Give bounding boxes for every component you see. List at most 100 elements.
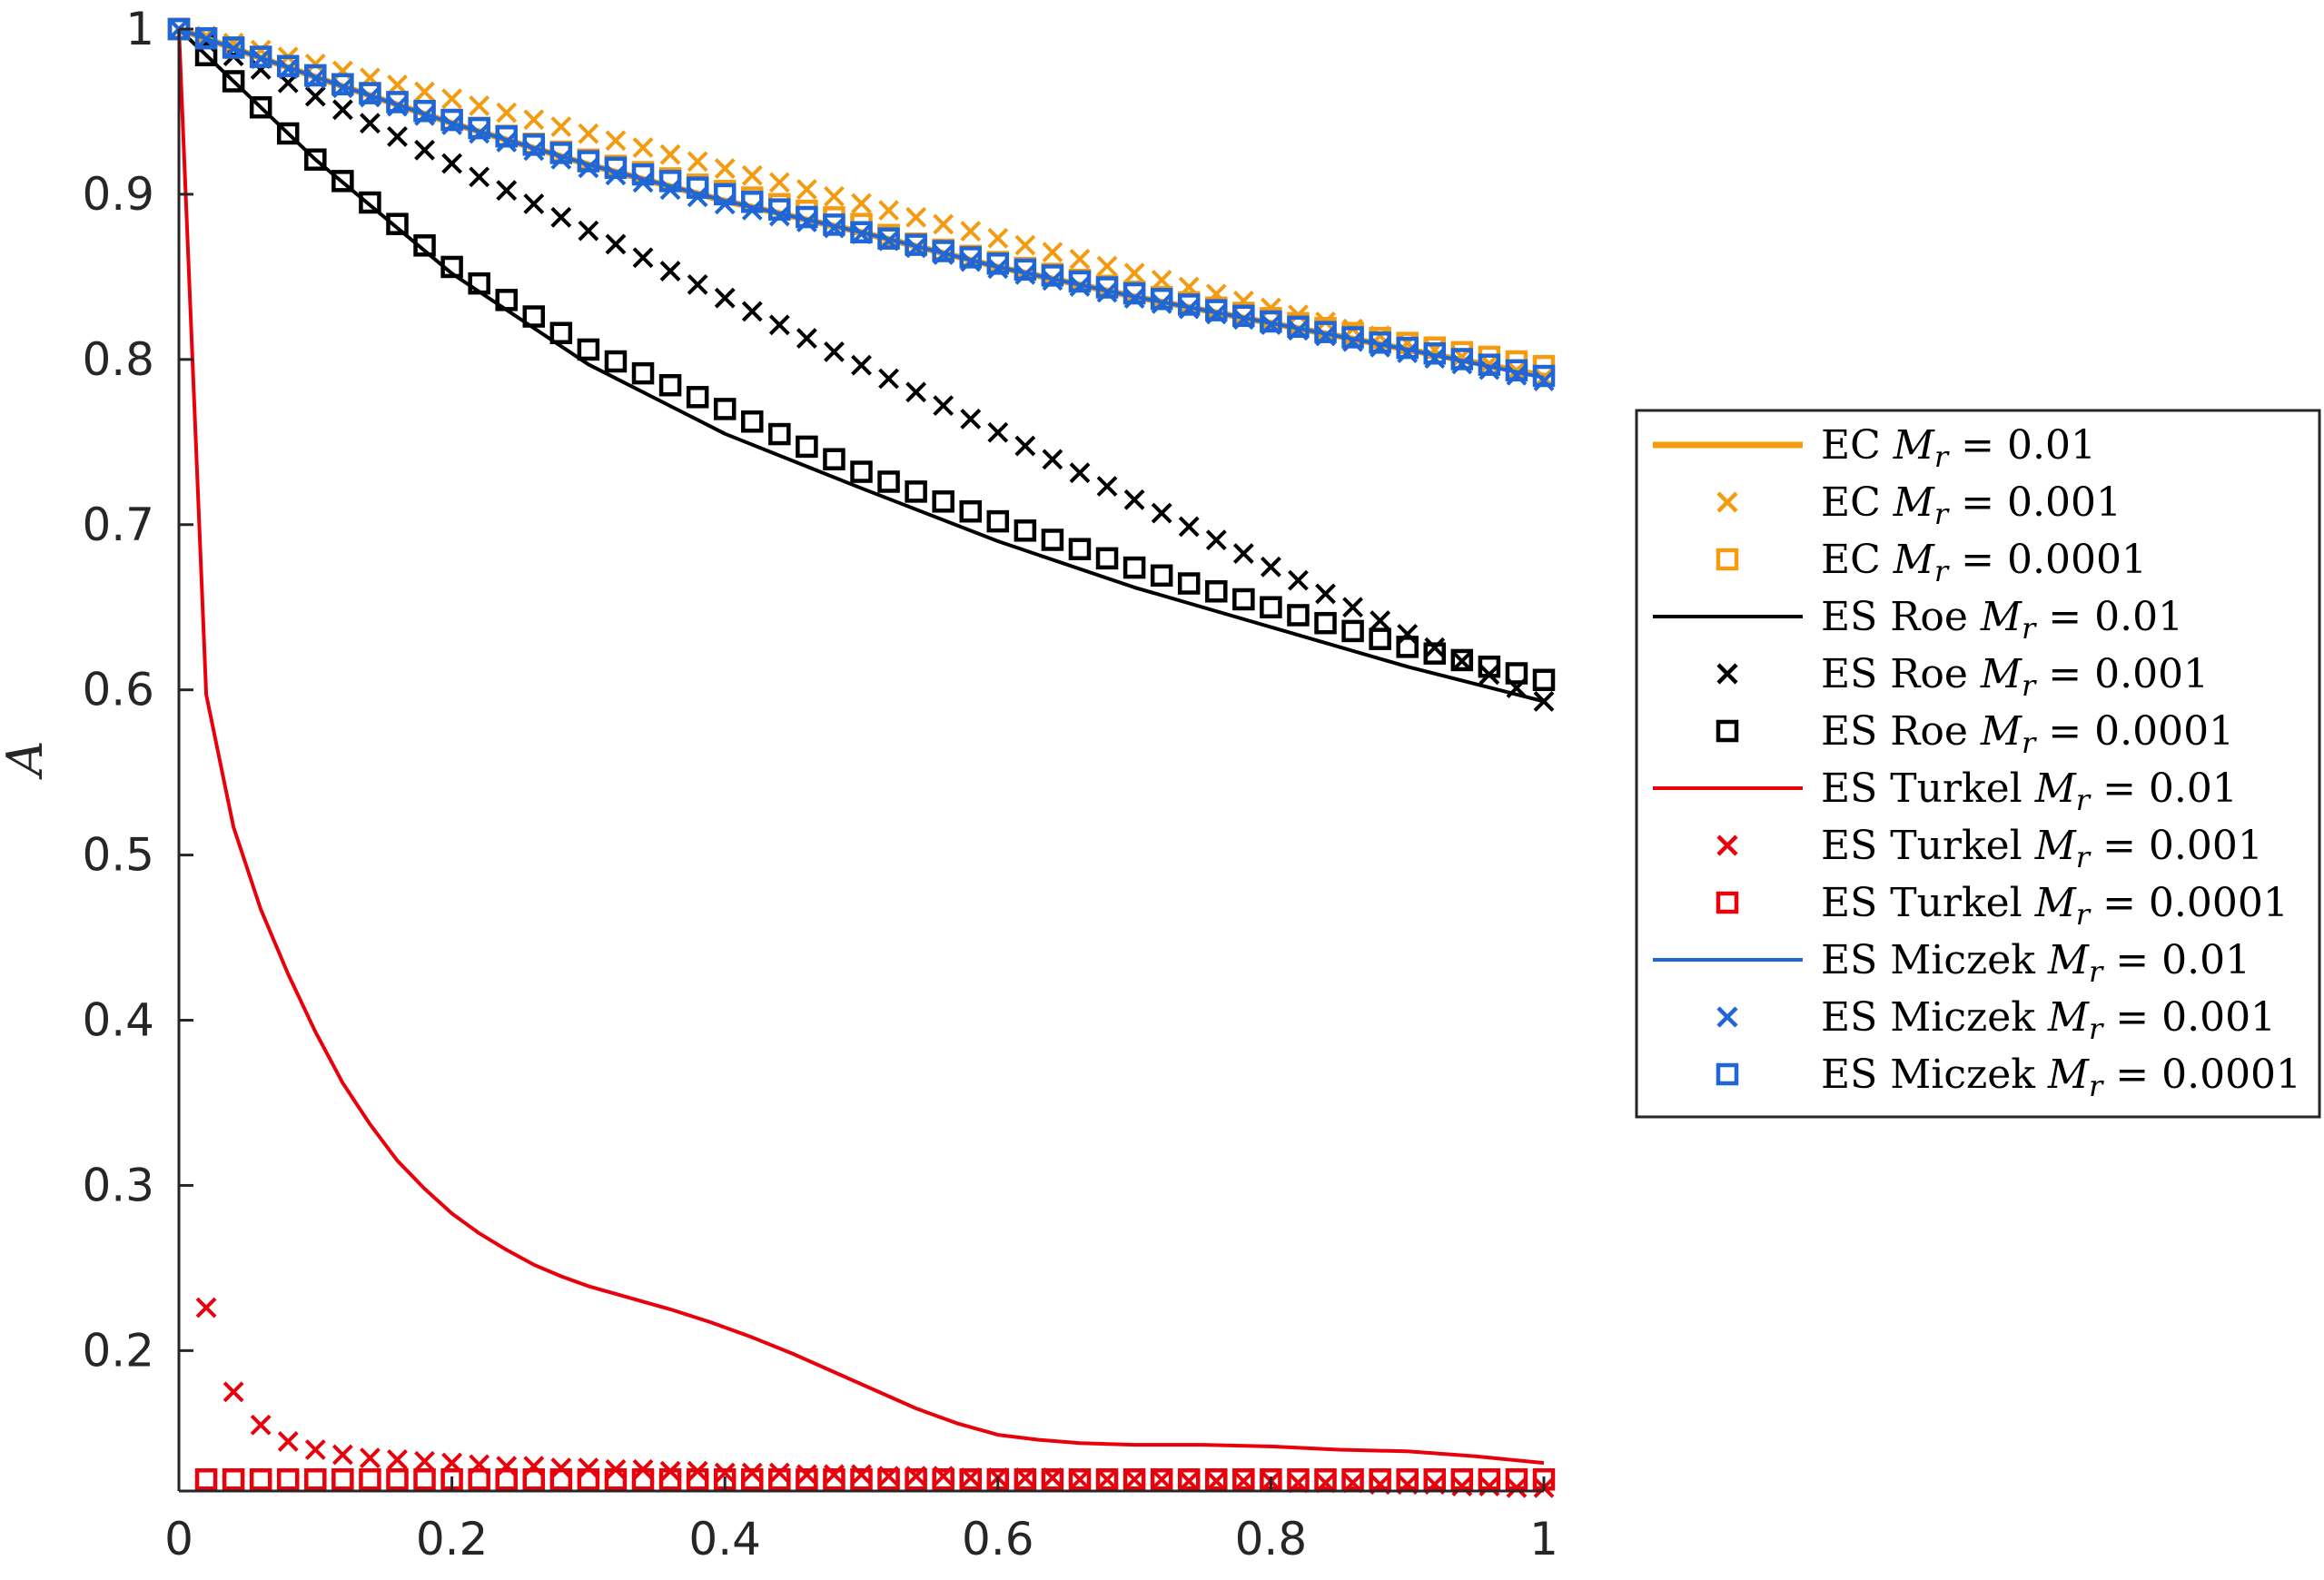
data-point bbox=[658, 170, 682, 193]
data-point bbox=[1369, 1468, 1391, 1491]
data-point bbox=[824, 1464, 845, 1486]
data-point bbox=[1260, 310, 1282, 333]
data-point bbox=[714, 158, 736, 179]
data-point bbox=[850, 221, 873, 244]
data-point bbox=[960, 409, 982, 430]
data-point bbox=[1451, 1476, 1473, 1496]
legend-entry-es-roe-mr-0-01: ES Roe Mr = 0.01 bbox=[1653, 594, 2183, 646]
data-point bbox=[1478, 1468, 1501, 1491]
data-point bbox=[741, 301, 763, 322]
data-point bbox=[713, 183, 737, 206]
data-point bbox=[194, 26, 218, 50]
data-point bbox=[304, 64, 327, 87]
data-point bbox=[522, 133, 546, 156]
data-point bbox=[496, 180, 518, 202]
series-es-miczek-mr-0-0001 bbox=[167, 17, 1556, 388]
data-point bbox=[387, 126, 408, 147]
data-point bbox=[1096, 255, 1118, 277]
data-point bbox=[905, 233, 927, 256]
data-point bbox=[523, 140, 545, 162]
data-point bbox=[441, 88, 463, 110]
data-point bbox=[1314, 321, 1337, 343]
data-point bbox=[1396, 1468, 1419, 1491]
legend-marker bbox=[1716, 663, 1738, 685]
axes bbox=[177, 29, 1544, 1493]
data-point bbox=[631, 163, 655, 186]
y-tick-label: 0.9 bbox=[82, 168, 154, 221]
data-point bbox=[304, 1439, 326, 1460]
data-point bbox=[851, 193, 872, 214]
data-point bbox=[1505, 662, 1528, 685]
data-point bbox=[331, 1468, 354, 1491]
y-tick-label: 0.3 bbox=[82, 1159, 154, 1211]
data-point bbox=[1042, 242, 1063, 263]
data-point bbox=[413, 234, 436, 257]
legend-marker bbox=[1716, 1006, 1738, 1028]
legend-entry-es-miczek-mr-0-0001: ES Miczek Mr = 0.0001 bbox=[1716, 1052, 2301, 1103]
data-point bbox=[1478, 1476, 1500, 1496]
data-point bbox=[905, 381, 927, 403]
data-point bbox=[414, 139, 435, 161]
data-point bbox=[987, 421, 1009, 443]
data-point bbox=[469, 95, 490, 116]
data-point bbox=[1424, 637, 1446, 658]
data-point bbox=[1041, 528, 1064, 551]
data-point bbox=[1069, 1468, 1091, 1490]
data-point bbox=[360, 113, 381, 134]
legend-marker bbox=[1716, 891, 1739, 914]
legend-entry-es-turkel-mr-0-0001: ES Turkel Mr = 0.0001 bbox=[1716, 880, 2289, 932]
series-es-turkel-mr-0-001 bbox=[195, 1297, 1555, 1498]
data-point bbox=[741, 1468, 764, 1491]
legend-entry-es-roe-mr-0-001: ES Roe Mr = 0.001 bbox=[1716, 651, 2209, 703]
data-point bbox=[1122, 1468, 1146, 1491]
data-point bbox=[1287, 315, 1310, 339]
data-point bbox=[577, 1468, 600, 1491]
data-point bbox=[194, 1468, 218, 1491]
data-point bbox=[1096, 1468, 1118, 1490]
data-point bbox=[1177, 293, 1201, 316]
data-point bbox=[413, 99, 436, 123]
data-point bbox=[1068, 538, 1092, 560]
data-point bbox=[1014, 519, 1037, 542]
data-point bbox=[796, 435, 818, 459]
data-point bbox=[1123, 489, 1145, 510]
legend-label: ES Miczek Mr = 0.0001 bbox=[1821, 1052, 2301, 1103]
data-point bbox=[1150, 564, 1173, 588]
data-point bbox=[1041, 1468, 1064, 1491]
legend-label: ES Miczek Mr = 0.01 bbox=[1821, 937, 2250, 989]
data-point bbox=[578, 123, 599, 144]
data-point bbox=[468, 1468, 490, 1491]
legend-label: ES Turkel Mr = 0.0001 bbox=[1821, 880, 2289, 932]
data-point bbox=[959, 499, 982, 523]
data-point bbox=[905, 480, 927, 503]
data-point bbox=[1014, 1468, 1037, 1491]
data-point bbox=[741, 410, 764, 433]
data-point bbox=[686, 176, 709, 199]
legend-entry-ec-mr-0-01: EC Mr = 0.01 bbox=[1653, 422, 2096, 474]
data-point bbox=[604, 156, 628, 180]
data-point bbox=[1205, 580, 1228, 603]
data-point bbox=[687, 151, 708, 173]
data-point bbox=[1450, 1468, 1474, 1491]
data-point bbox=[195, 1297, 217, 1318]
legend-label: EC Mr = 0.0001 bbox=[1821, 537, 2147, 588]
data-point bbox=[495, 289, 518, 311]
data-point bbox=[413, 1468, 436, 1491]
data-point bbox=[222, 36, 245, 59]
data-point bbox=[1232, 1468, 1255, 1491]
data-point bbox=[1396, 636, 1419, 658]
data-point bbox=[905, 206, 927, 228]
x-tick-label: 0.4 bbox=[688, 1513, 761, 1565]
data-point bbox=[359, 82, 381, 104]
data-point bbox=[550, 1457, 572, 1478]
data-point bbox=[796, 205, 818, 229]
data-point bbox=[1370, 610, 1391, 631]
data-point bbox=[1533, 691, 1555, 712]
legend-entry-es-miczek-mr-0-001: ES Miczek Mr = 0.001 bbox=[1716, 994, 2276, 1046]
data-point bbox=[1287, 604, 1310, 627]
data-point bbox=[632, 247, 654, 269]
data-point bbox=[440, 108, 463, 132]
data-point bbox=[276, 54, 300, 78]
data-point bbox=[387, 74, 408, 95]
